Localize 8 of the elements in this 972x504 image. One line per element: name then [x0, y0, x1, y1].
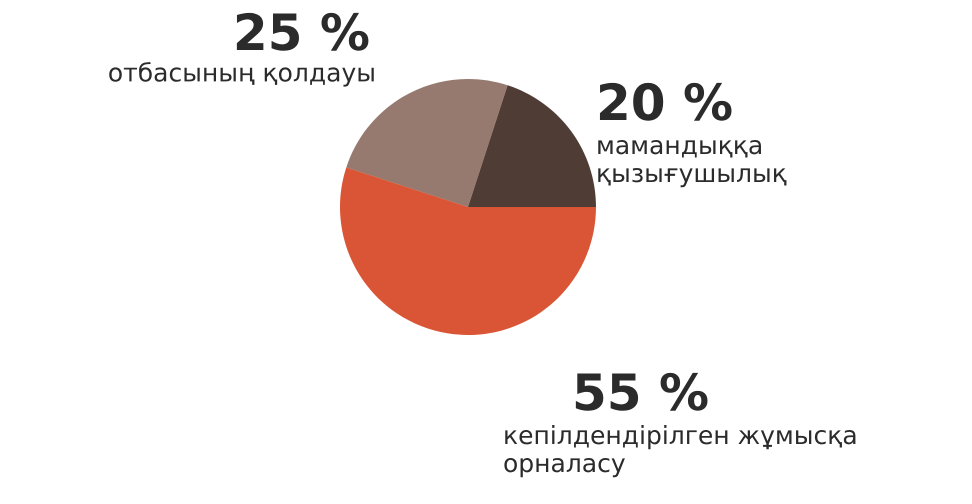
data-label: 25 %	[236, 12, 368, 51]
slice-label: мамандыққа қызығушылық	[598, 140, 786, 188]
slice-label: кепілдендірілген жұмысқа орналасу	[504, 425, 856, 478]
slice-label: отбасының қолдауы	[109, 62, 374, 87]
data-label: 55 %	[576, 372, 708, 411]
data-label: 20 %	[600, 82, 732, 121]
pie-slice	[468, 85, 596, 207]
pie-slice	[340, 167, 596, 335]
